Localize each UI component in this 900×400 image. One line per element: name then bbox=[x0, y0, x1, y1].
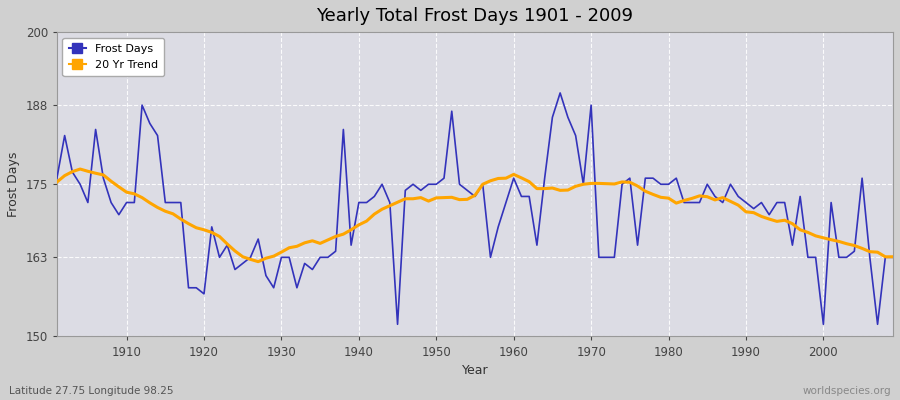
Legend: Frost Days, 20 Yr Trend: Frost Days, 20 Yr Trend bbox=[62, 38, 165, 76]
Y-axis label: Frost Days: Frost Days bbox=[7, 152, 20, 217]
Text: Latitude 27.75 Longitude 98.25: Latitude 27.75 Longitude 98.25 bbox=[9, 386, 174, 396]
X-axis label: Year: Year bbox=[462, 364, 489, 377]
Text: worldspecies.org: worldspecies.org bbox=[803, 386, 891, 396]
Title: Yearly Total Frost Days 1901 - 2009: Yearly Total Frost Days 1901 - 2009 bbox=[317, 7, 634, 25]
